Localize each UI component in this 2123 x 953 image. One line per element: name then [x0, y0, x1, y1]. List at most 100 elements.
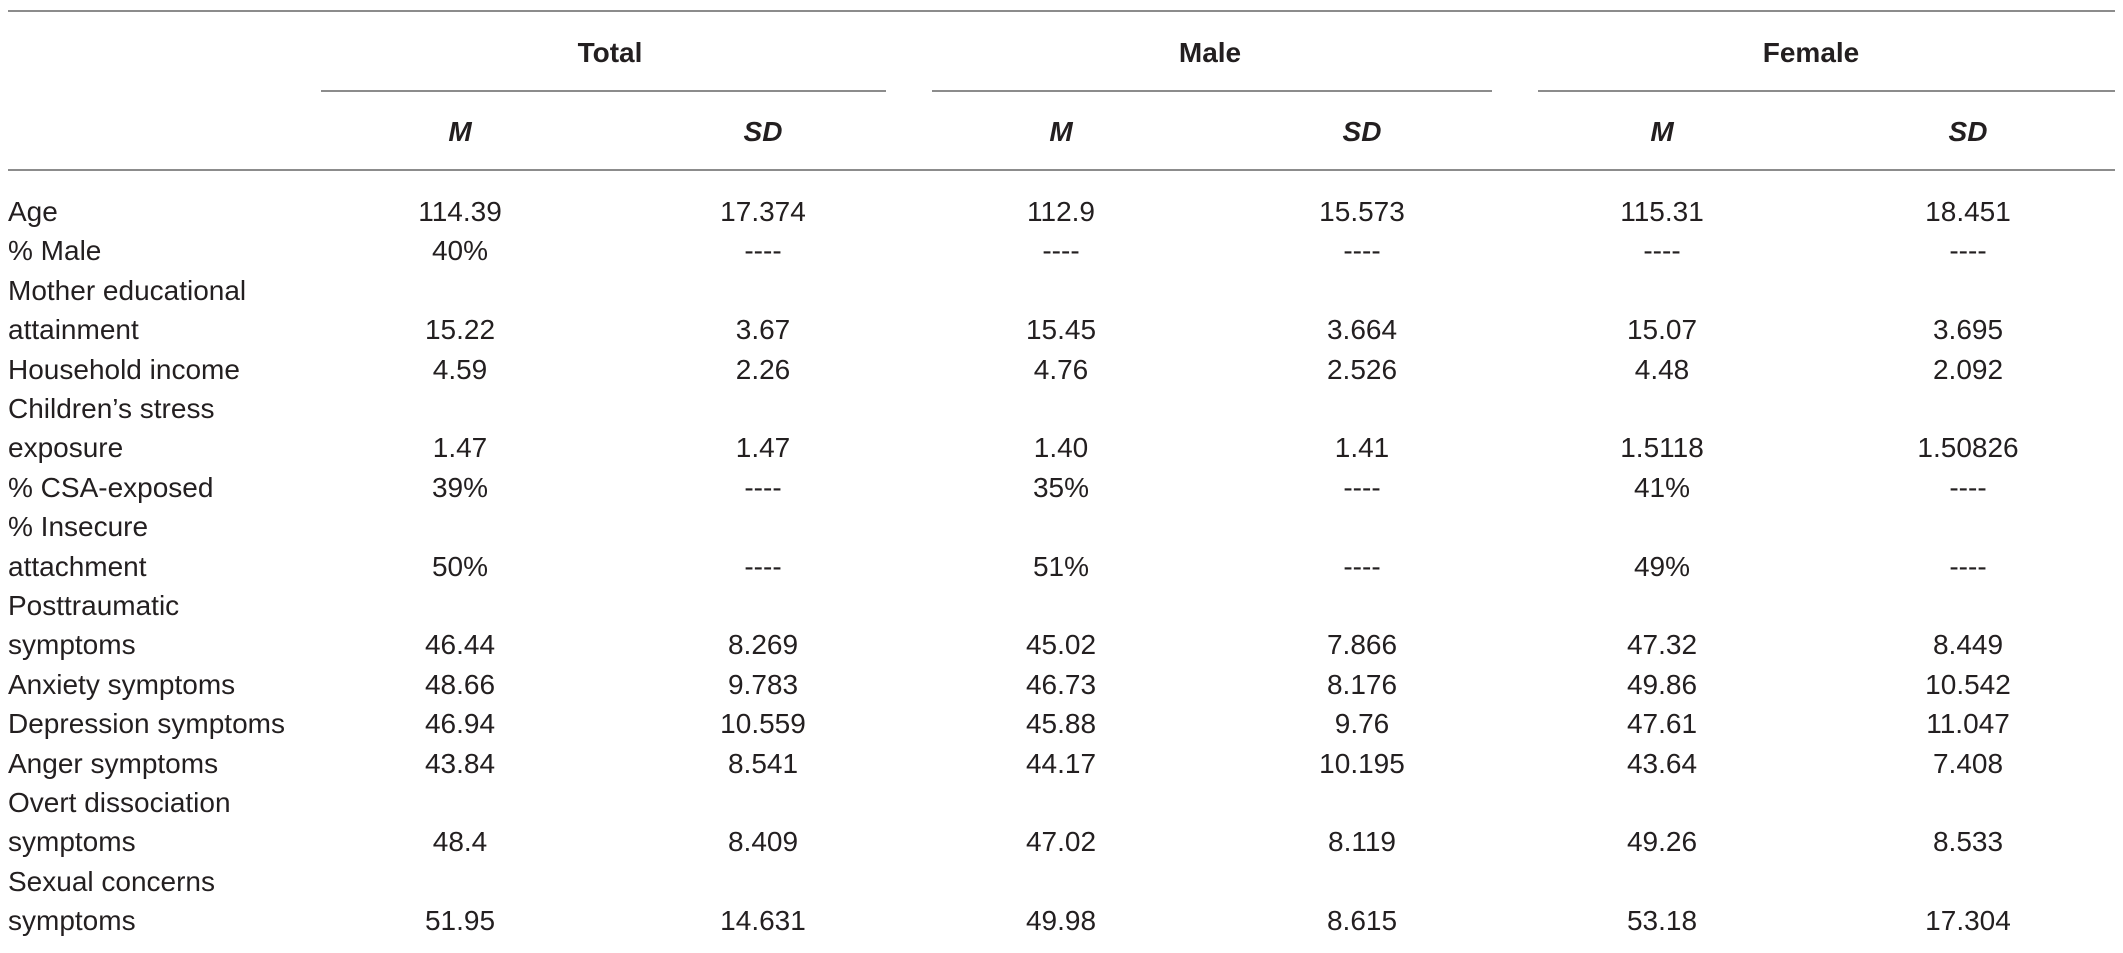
sub-header-total-sd: SD [743, 116, 783, 147]
header-bottom-rule [8, 169, 2115, 171]
row-label: Anger symptoms [8, 747, 219, 779]
cell-female-m: 49.26 [1626, 826, 1698, 858]
cell-male-sd: 10.195 [1319, 747, 1405, 779]
row-label: % Male [8, 235, 102, 267]
cell-female-m: 1.5118 [1620, 432, 1704, 464]
cell-male-sd: 8.119 [1328, 826, 1396, 858]
cell-total-m: 46.44 [424, 629, 496, 661]
cell-male-m: 44.17 [1025, 747, 1097, 779]
cell-male-sd: 8.176 [1326, 668, 1398, 700]
cell-male-sd: ---- [1343, 550, 1381, 582]
cell-male-sd: 7.866 [1326, 629, 1398, 661]
group-header-male: Male [1178, 37, 1242, 68]
cell-female-sd: 17.304 [1925, 905, 2011, 937]
sub-header-female-m: M [1650, 116, 1674, 147]
cell-total-sd: 3.67 [735, 314, 791, 346]
row-label: Age [8, 196, 58, 227]
cell-total-sd: 9.783 [727, 668, 799, 700]
cell-total-m: 46.94 [424, 708, 496, 740]
row-label: Overt dissociation [8, 787, 231, 818]
cell-female-m: 41% [1633, 471, 1691, 503]
cell-total-m: 48.66 [424, 668, 496, 700]
cell-female-m: 53.18 [1626, 905, 1698, 937]
cell-total-m: 39% [431, 471, 489, 503]
cell-female-m: 49.86 [1626, 668, 1698, 700]
group-header-female: Female [1762, 37, 1860, 68]
cell-total-sd: 8.269 [727, 629, 799, 661]
cell-male-sd: 15.573 [1319, 196, 1405, 227]
cell-male-sd: 3.664 [1326, 314, 1398, 346]
cell-female-m: 47.61 [1626, 708, 1698, 740]
group-header-total: Total [577, 37, 643, 68]
cell-total-sd: 8.409 [727, 826, 799, 858]
row-label: Posttraumatic [8, 590, 180, 621]
cell-male-m: 15.45 [1025, 314, 1097, 346]
cell-female-sd: 2.092 [1932, 353, 2004, 385]
cell-male-m: 51% [1032, 550, 1090, 582]
row-label: Sexual concerns [8, 865, 216, 897]
cell-total-m: 48.4 [432, 826, 488, 858]
row-label: Children’s stress [8, 393, 215, 424]
cell-female-sd: 7.408 [1932, 747, 2004, 779]
cell-total-sd: 1.47 [735, 432, 791, 464]
sub-header-male-sd: SD [1342, 116, 1382, 147]
row-label: Household income [8, 353, 240, 385]
row-label: exposure [8, 432, 124, 464]
cell-female-m: 47.32 [1626, 629, 1698, 661]
row-label: symptoms [8, 826, 136, 858]
cell-total-sd: ---- [744, 471, 782, 503]
cell-total-m: 50% [431, 550, 489, 582]
cell-male-m: 112.9 [1027, 196, 1095, 227]
cell-female-m: 43.64 [1626, 747, 1698, 779]
cell-male-m: 45.02 [1025, 629, 1097, 661]
group-rule-total [321, 90, 886, 92]
cell-female-sd: ---- [1949, 235, 1987, 267]
cell-total-sd: 14.631 [720, 905, 806, 937]
group-rule-male [932, 90, 1492, 92]
row-label: symptoms [8, 629, 136, 661]
cell-total-m: 40% [431, 235, 489, 267]
cell-female-m: 115.31 [1620, 196, 1704, 227]
cell-male-m: 35% [1032, 471, 1090, 503]
sub-header-male-m: M [1049, 116, 1073, 147]
cell-male-m: 49.98 [1025, 905, 1097, 937]
cell-female-sd: 3.695 [1932, 314, 2004, 346]
cell-total-sd: ---- [744, 550, 782, 582]
cell-male-sd: 2.526 [1326, 353, 1398, 385]
row-label: % Insecure [8, 511, 149, 543]
cell-female-sd: ---- [1949, 471, 1987, 503]
cell-total-m: 43.84 [424, 747, 496, 779]
cell-female-sd: 18.451 [1925, 196, 2011, 227]
cell-male-m: 4.76 [1033, 353, 1089, 385]
cell-female-sd: 8.449 [1932, 629, 2004, 661]
cell-male-sd: 8.615 [1326, 905, 1398, 937]
cell-female-sd: ---- [1949, 550, 1987, 582]
cell-total-m: 114.39 [418, 196, 502, 227]
cell-male-m: ---- [1042, 235, 1080, 267]
cell-female-sd: 10.542 [1925, 668, 2011, 700]
cell-male-m: 1.40 [1033, 432, 1089, 464]
row-label: attachment [8, 550, 147, 582]
group-rule-female [1538, 90, 2115, 92]
row-label: attainment [8, 314, 139, 346]
cell-female-m: 49% [1633, 550, 1691, 582]
cell-total-sd: ---- [744, 235, 782, 267]
cell-total-sd: 10.559 [720, 708, 806, 740]
sub-header-total-m: M [448, 116, 472, 147]
row-label: % CSA-exposed [8, 471, 214, 503]
cell-male-sd: 1.41 [1334, 432, 1390, 464]
row-label: Mother educational [8, 274, 247, 306]
row-label: Anxiety symptoms [8, 668, 236, 700]
top-rule [8, 10, 2115, 12]
cell-male-sd: ---- [1343, 471, 1381, 503]
cell-male-m: 47.02 [1025, 826, 1097, 858]
cell-female-sd: 11.047 [1926, 708, 2010, 740]
cell-total-m: 51.95 [424, 905, 496, 937]
cell-female-m: 15.07 [1626, 314, 1698, 346]
cell-male-m: 45.88 [1025, 708, 1097, 740]
cell-female-m: ---- [1643, 235, 1681, 267]
cell-male-m: 46.73 [1025, 668, 1097, 700]
cell-total-sd: 17.374 [720, 196, 806, 227]
cell-female-sd: 8.533 [1932, 826, 2004, 858]
cell-female-m: 4.48 [1634, 353, 1690, 385]
